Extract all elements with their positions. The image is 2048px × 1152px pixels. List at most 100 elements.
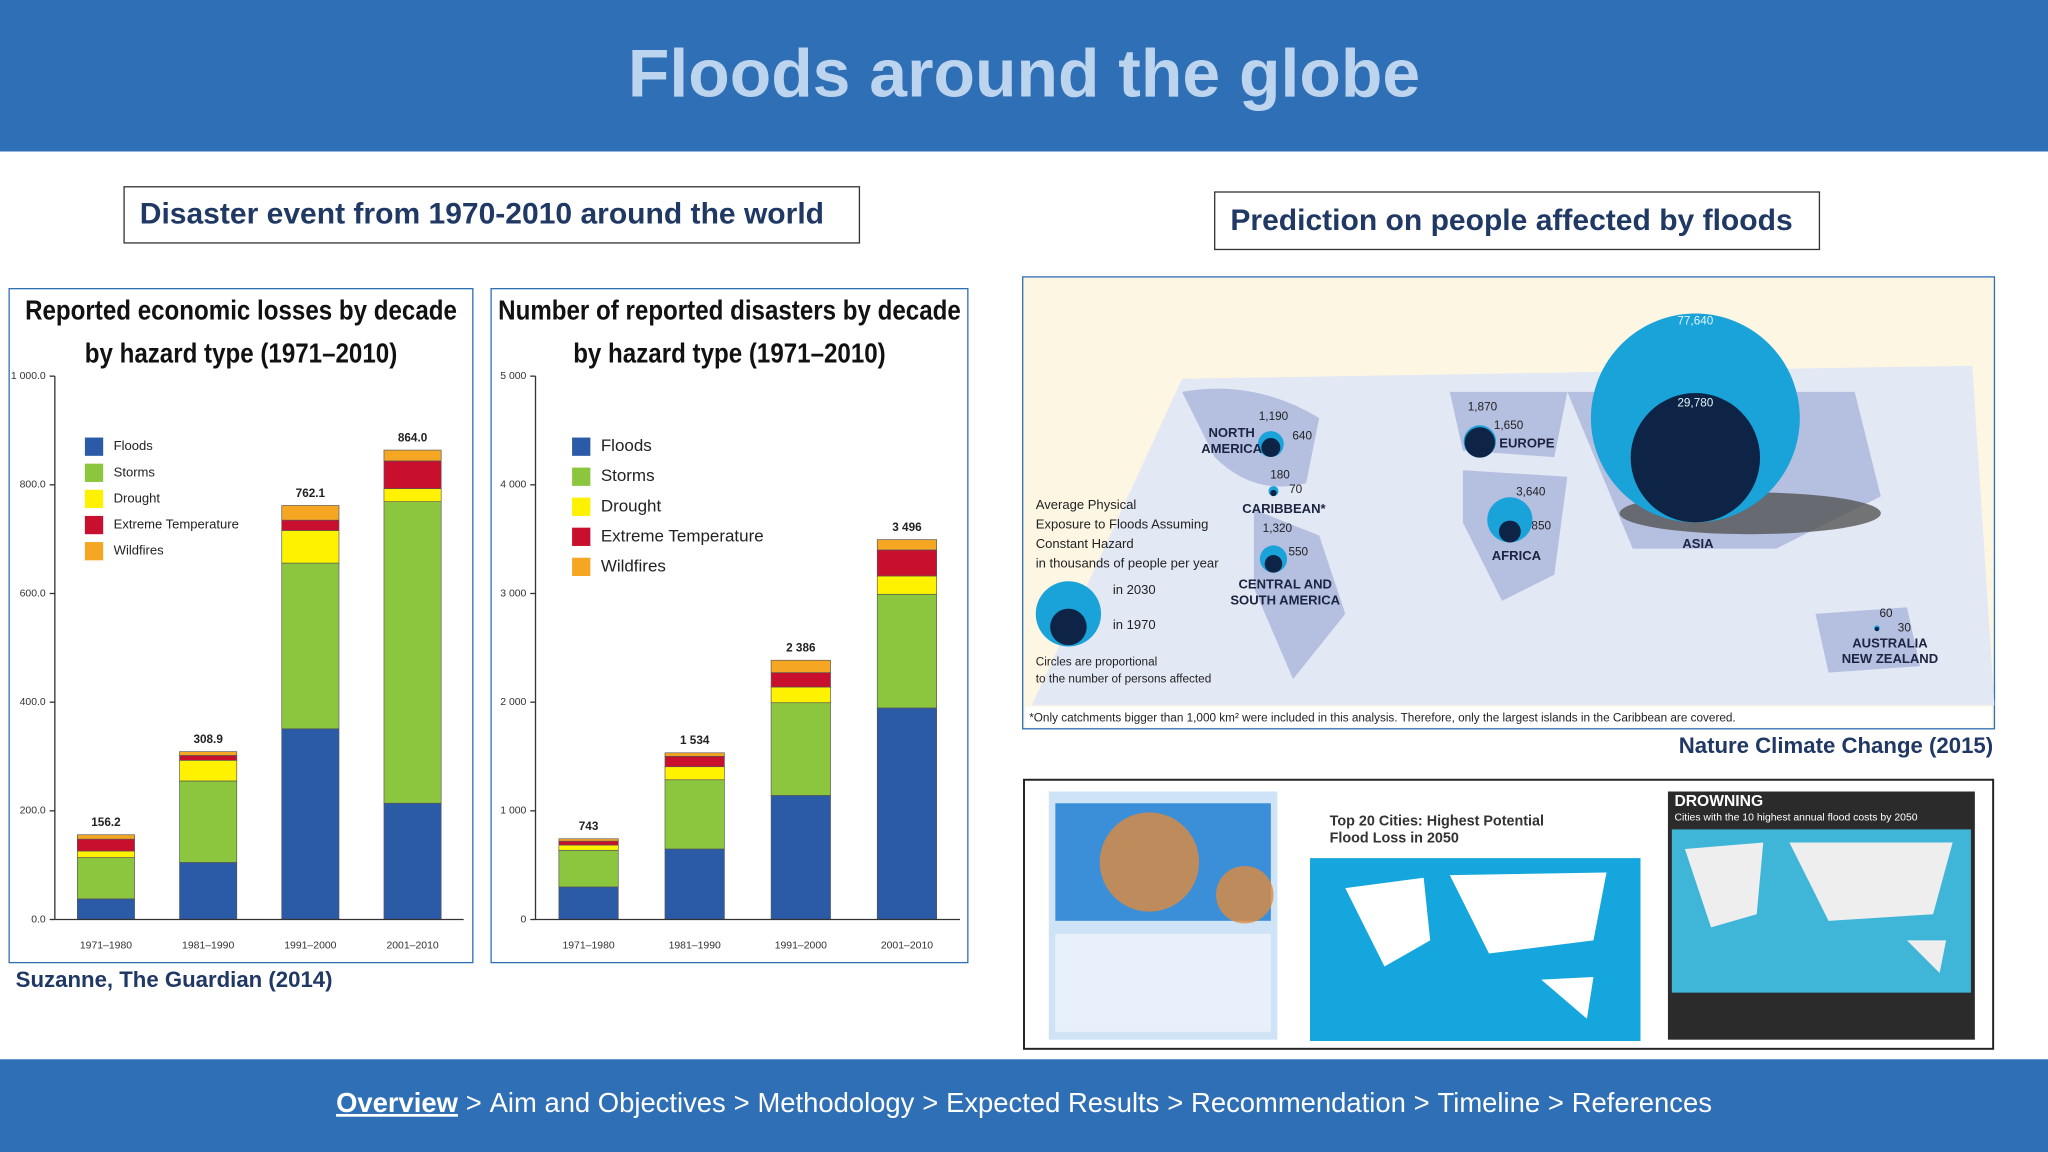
bar-segment: [876, 549, 937, 577]
bar-segment: [77, 838, 135, 852]
total-label: 156.2: [91, 816, 121, 829]
bar-segment: [179, 755, 238, 761]
bar-segment: [558, 844, 619, 851]
bar-segment: [664, 766, 725, 781]
y-tick-label: 600.0: [20, 588, 46, 599]
nav-separator: >: [466, 1087, 482, 1118]
land: [1684, 842, 1953, 974]
heading-box: [1214, 191, 1821, 251]
y-tick-label: 0: [521, 914, 527, 925]
y-tick-label: 400.0: [20, 697, 46, 708]
legend-swatch: [572, 437, 591, 456]
map-legend-text: Exposure to Floods Assuming: [1036, 517, 1209, 532]
map: Average Physical Exposure to Floods Assum…: [1022, 276, 1996, 730]
thumbnail-circle: [1216, 865, 1274, 924]
y-tick-label: 2 000: [500, 697, 526, 708]
y-tick-label: 0.0: [31, 914, 46, 925]
nav-separator: >: [922, 1087, 938, 1118]
nav-item[interactable]: Timeline: [1438, 1087, 1541, 1118]
legend-label: Extreme Temperature: [114, 517, 239, 532]
map-legend-text: Circles are proportional: [1036, 655, 1157, 668]
nav-item[interactable]: Aim and Objectives: [490, 1087, 726, 1118]
legend-label: Extreme Temperature: [601, 526, 764, 545]
bar-segment: [383, 449, 442, 462]
legend-label: Wildfires: [601, 556, 666, 575]
x-tick-label: 2001–2010: [386, 940, 438, 951]
legend-label: Drought: [114, 490, 161, 505]
value-1970: 30: [1898, 621, 1912, 634]
nav-item[interactable]: Expected Results: [946, 1087, 1159, 1118]
nav-item[interactable]: Recommendation: [1191, 1087, 1406, 1118]
bar-segment: [876, 707, 937, 920]
region-name: ASIA: [1682, 536, 1714, 551]
total-label: 3 496: [892, 521, 922, 534]
bubble-1970: [1630, 393, 1761, 523]
value-1970: 550: [1288, 546, 1308, 559]
region-name: CENTRAL AND: [1238, 577, 1332, 592]
bar-segment: [179, 862, 238, 920]
bar-segment: [179, 751, 238, 756]
region-name: EUROPE: [1499, 436, 1554, 451]
region-name: AMERICA: [1201, 441, 1262, 456]
chart-title: by hazard type (1971–2010): [573, 339, 886, 369]
legend-label: Storms: [114, 464, 156, 479]
footnote-band: [1025, 706, 1992, 728]
bar-segment: [876, 539, 937, 551]
nav-separator: >: [1414, 1087, 1430, 1118]
value-1970: 70: [1289, 483, 1303, 496]
bar-segment: [77, 850, 135, 858]
legend-label: Floods: [114, 438, 154, 453]
bar-segment: [770, 659, 831, 673]
nav-item[interactable]: References: [1572, 1087, 1712, 1118]
y-tick-label: 1 000: [500, 806, 526, 817]
thumbnail-title: Top 20 Cities: Highest Potential: [1330, 813, 1544, 829]
bar-segment: [664, 848, 725, 920]
bar-segment: [383, 802, 442, 920]
source: Suzanne, The Guardian (2014): [16, 967, 333, 992]
chart-title: Reported economic losses by decade: [25, 296, 457, 326]
x-tick-label: 1981–1990: [669, 940, 721, 951]
x-tick-label: 1991–2000: [775, 940, 827, 951]
map-legend-text: to the number of persons affected: [1036, 672, 1212, 685]
total-label: 743: [579, 820, 599, 833]
nav-separator: >: [1167, 1087, 1183, 1118]
thumbnail-title: Flood Loss in 2050: [1330, 830, 1459, 846]
heading-box: [123, 186, 861, 244]
value-1970: 29,780: [1677, 397, 1713, 410]
legend-label: Storms: [601, 466, 655, 485]
x-tick-label: 1971–1980: [562, 940, 614, 951]
region-name: NEW ZEALAND: [1842, 651, 1938, 666]
legend-label: Drought: [601, 496, 662, 515]
value-1970: 640: [1292, 429, 1312, 442]
nav-separator: >: [1548, 1087, 1564, 1118]
nav-item[interactable]: Overview: [336, 1087, 459, 1118]
nav-item[interactable]: Methodology: [757, 1087, 914, 1118]
region-name: CARIBBEAN*: [1242, 501, 1326, 516]
bar-segment: [770, 795, 831, 920]
bar-segment: [77, 898, 135, 920]
legend-swatch: [572, 467, 591, 486]
value-1970: 850: [1531, 519, 1551, 532]
legend-label: Wildfires: [114, 543, 164, 558]
bubble-1970: [1464, 427, 1496, 458]
thumbnail-title: DROWNING: [1674, 793, 1763, 810]
total-label: 2 386: [786, 642, 816, 655]
bar-segment: [281, 728, 340, 920]
y-tick-label: 800.0: [20, 480, 46, 491]
value-1970: 1,650: [1494, 419, 1524, 432]
thumbnail-subtitle: Cities with the 10 highest annual flood …: [1674, 812, 1917, 823]
total-label: 762.1: [296, 487, 326, 500]
bar-segment: [179, 759, 238, 782]
land: [1345, 872, 1607, 1019]
heading: Disaster event from 1970-2010 around the…: [140, 197, 824, 230]
region-name: AUSTRALIA: [1852, 635, 1928, 650]
legend-circle: [1050, 608, 1087, 646]
region-name: AFRICA: [1492, 548, 1542, 563]
value-2030: 180: [1270, 469, 1290, 482]
bar-segment: [558, 849, 619, 888]
legend-swatch: [84, 437, 104, 456]
bar-segment: [770, 672, 831, 688]
x-tick-label: 1991–2000: [284, 940, 336, 951]
legend-swatch: [84, 463, 104, 482]
